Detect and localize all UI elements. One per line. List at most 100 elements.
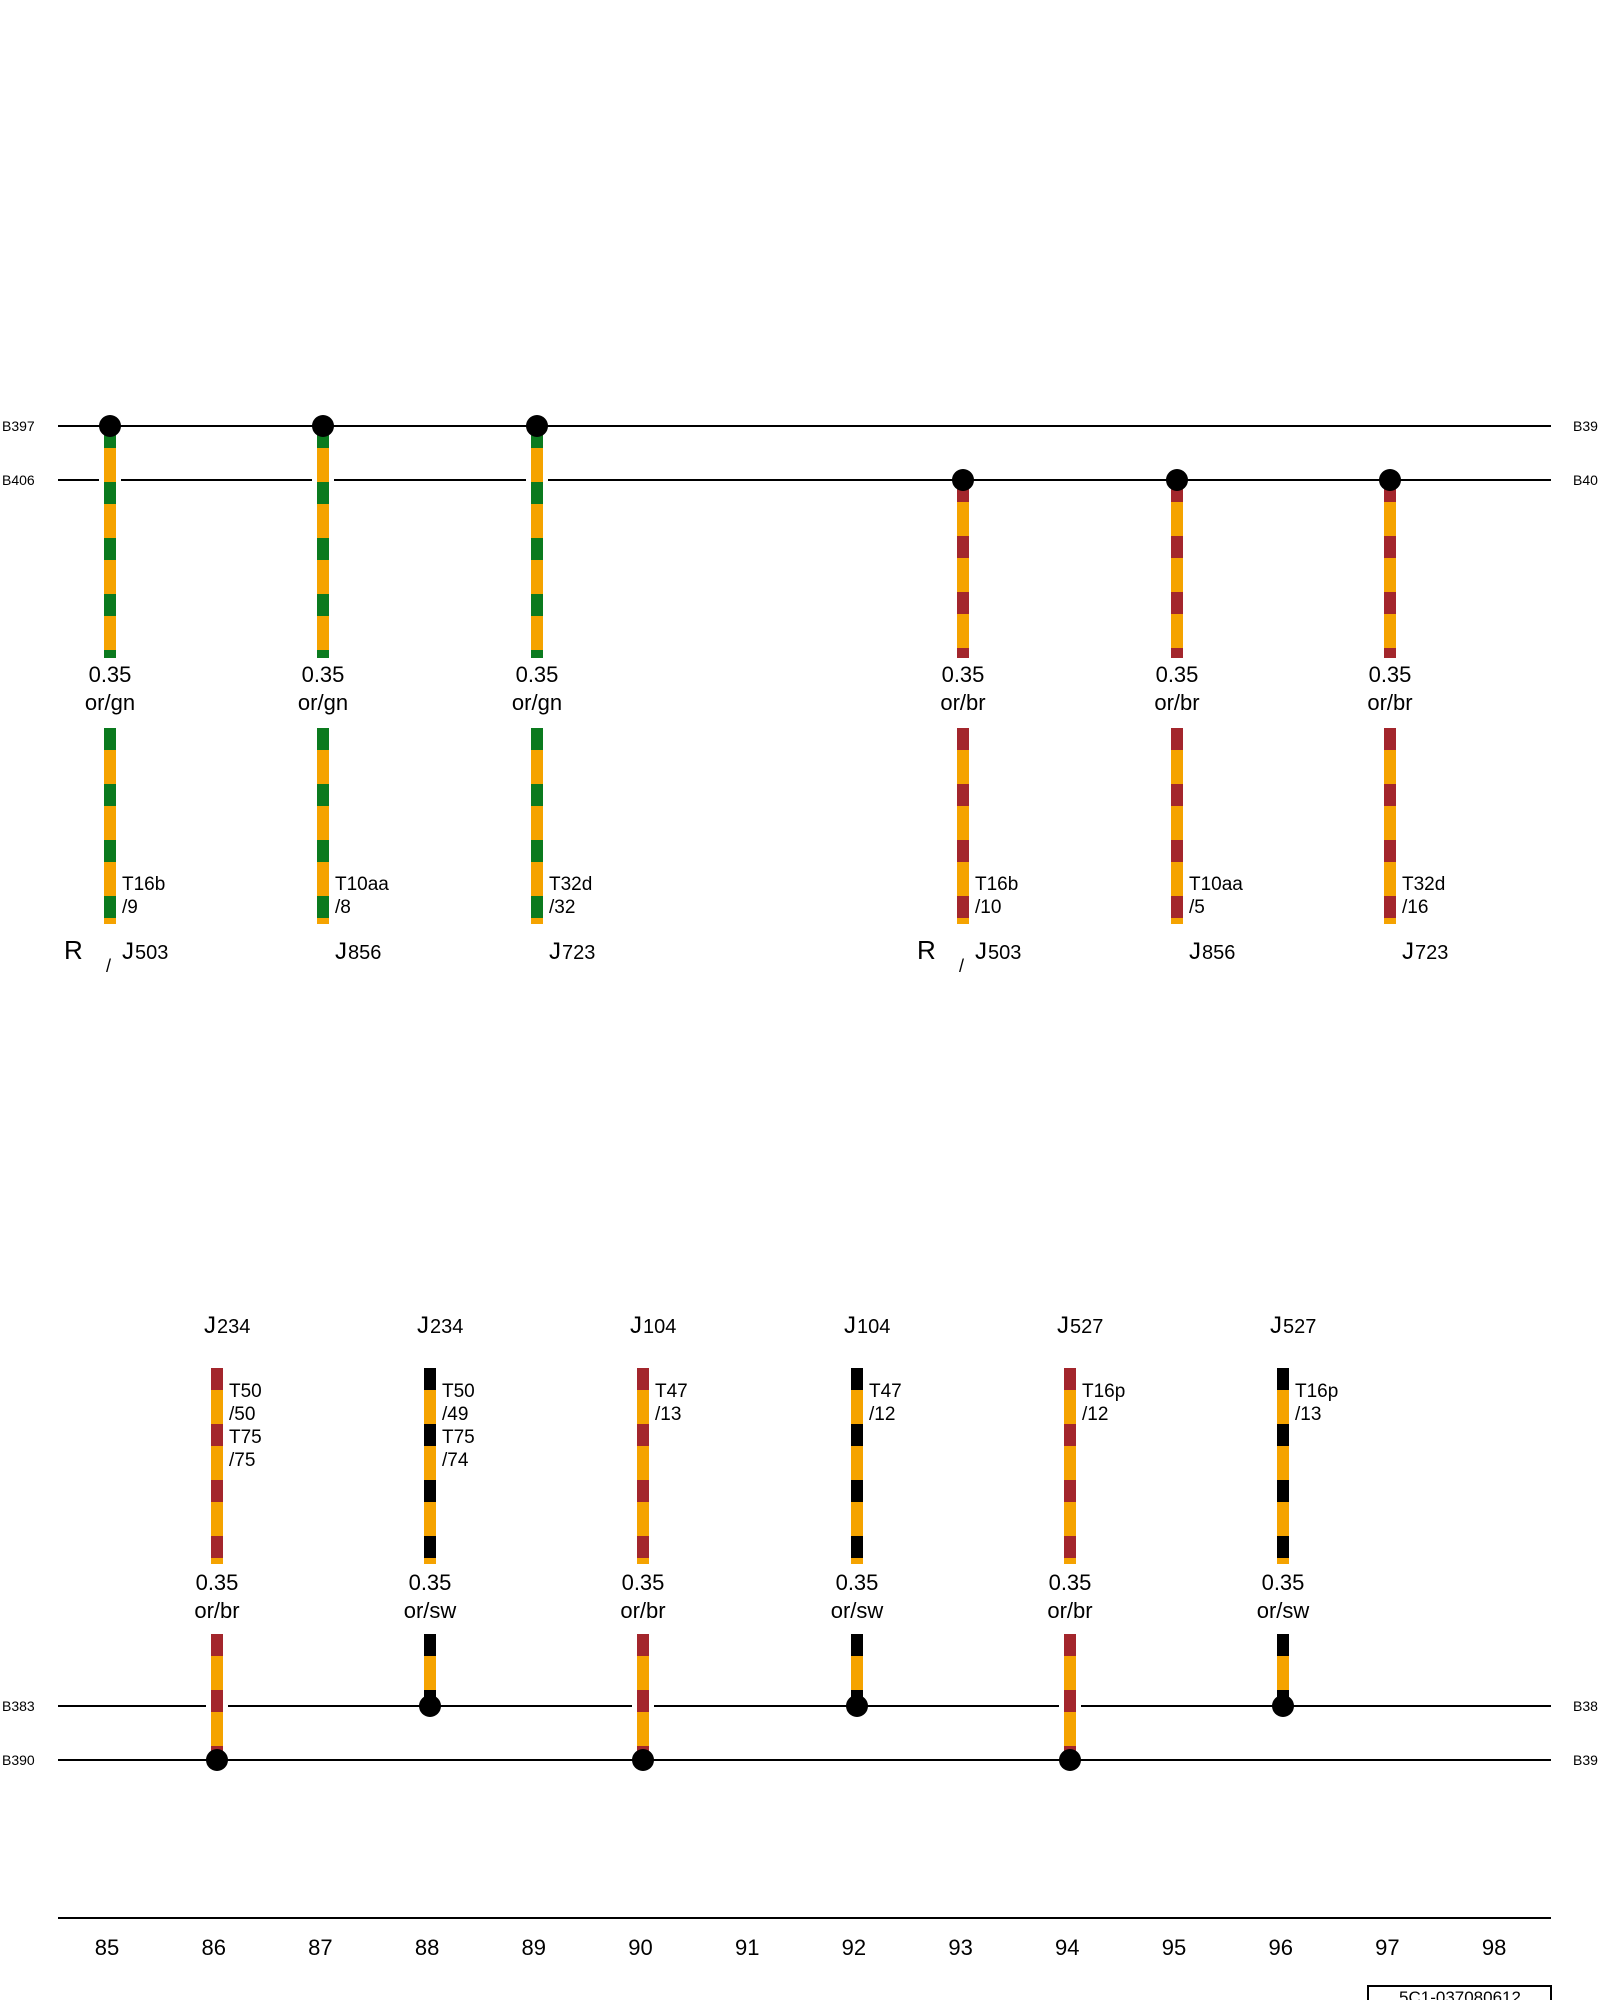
wire-color: or/br <box>1367 690 1412 715</box>
ruler-number: 93 <box>948 1935 972 1960</box>
pin-label: /9 <box>122 897 138 918</box>
component-label: J 104 <box>630 1312 676 1339</box>
terminal-label: T50 <box>229 1381 262 1402</box>
component-number: 503 <box>135 942 168 964</box>
wire-color: or/br <box>940 690 985 715</box>
slash-mark: / <box>959 956 964 976</box>
ruler-number: 87 <box>308 1935 332 1960</box>
wire-upper-segment <box>211 1368 223 1564</box>
wire-upper-segment <box>637 1368 649 1564</box>
component-number: 856 <box>1202 942 1235 964</box>
wire-color: or/sw <box>1257 1598 1310 1623</box>
terminal-label: /12 <box>869 1404 895 1425</box>
bus-b397: B397 B39 <box>2 418 1598 434</box>
component-number: 723 <box>562 942 595 964</box>
component-prefix: J <box>630 1312 642 1339</box>
component-prefix: J <box>417 1312 429 1339</box>
wire-lower-segment <box>317 728 329 924</box>
terminal-label: T47 <box>869 1381 902 1402</box>
wire-color: or/gn <box>298 690 348 715</box>
component-prefix: J <box>204 1312 216 1339</box>
junction-dot <box>1379 469 1401 491</box>
terminal-label: T75 <box>229 1427 262 1448</box>
wire-lower-segment <box>1064 1634 1076 1760</box>
component-prefix: J <box>975 938 987 965</box>
wire-size: 0.35 <box>409 1570 452 1595</box>
component-number: 234 <box>217 1316 250 1338</box>
wire-upper-segment <box>1064 1368 1076 1564</box>
junction-dot <box>99 415 121 437</box>
pin-label: /16 <box>1402 897 1428 918</box>
component-label: J 104 <box>844 1312 890 1339</box>
wire-lower-segment <box>1384 728 1396 924</box>
wire-lower-segment <box>531 728 543 924</box>
terminal-label: T50 <box>442 1381 475 1402</box>
wire-upper-segment <box>851 1368 863 1564</box>
junction-dot <box>1166 469 1188 491</box>
component-number: 104 <box>857 1316 890 1338</box>
ruler-number: 91 <box>735 1935 759 1960</box>
wire-color: or/br <box>194 1598 239 1623</box>
wire-upper-segment <box>1384 480 1396 658</box>
drawing-id-box: 5C1-037080612 <box>1367 1985 1552 2000</box>
wire-upper-segment <box>531 426 543 658</box>
component-label: J 503 <box>122 938 168 965</box>
terminal-label: /74 <box>442 1450 469 1471</box>
terminal-label: T16b <box>975 874 1018 895</box>
pin-label: /10 <box>975 897 1001 918</box>
wire-size: 0.35 <box>622 1570 665 1595</box>
bus-label-left: B406 <box>2 472 35 488</box>
terminal-label: /12 <box>1082 1404 1108 1425</box>
bus-b383: B383 B38 <box>2 1698 1598 1714</box>
ruler-number: 98 <box>1482 1935 1506 1960</box>
terminal-label: /75 <box>229 1450 255 1471</box>
component-number: 527 <box>1070 1316 1103 1338</box>
component-number: 104 <box>643 1316 676 1338</box>
wire-upper-segment <box>424 1368 436 1564</box>
bus-label-right: B39 <box>1573 418 1598 434</box>
ruler-number: 86 <box>201 1935 225 1960</box>
component-prefix: J <box>844 1312 856 1339</box>
component-prefix: J <box>1270 1312 1282 1339</box>
wire-upper-segment <box>957 480 969 658</box>
wire-size: 0.35 <box>1049 1570 1092 1595</box>
wire-color: or/gn <box>85 690 135 715</box>
wire-color: or/sw <box>831 1598 884 1623</box>
bus-label-right: B39 <box>1573 1752 1598 1768</box>
terminal-label: T10aa <box>1189 874 1243 895</box>
junction-dot <box>846 1695 868 1717</box>
wire-size: 0.35 <box>942 662 985 687</box>
pin-label: /8 <box>335 897 351 918</box>
wire-lower-segment <box>637 1634 649 1760</box>
wire-4: 0.35 or/br T16b/10 J 503 R / <box>917 469 1021 976</box>
ruler-number: 90 <box>628 1935 652 1960</box>
bus-label-left: B383 <box>2 1698 35 1714</box>
wire-color: or/br <box>620 1598 665 1623</box>
junction-dot <box>419 1695 441 1717</box>
bus-label-right: B38 <box>1573 1698 1598 1714</box>
terminal-label: /13 <box>655 1404 681 1425</box>
terminal-label: /13 <box>1295 1404 1321 1425</box>
component-number: 503 <box>988 942 1021 964</box>
bus-b390: B390 B39 <box>2 1752 1598 1768</box>
junction-dot <box>1059 1749 1081 1771</box>
ruler-number: 92 <box>842 1935 866 1960</box>
wire-3: 0.35 or/gn T32d/32 J 723 <box>512 415 595 965</box>
component-label: J 723 <box>1402 938 1448 965</box>
bus-label-right: B40 <box>1573 472 1598 488</box>
wire-size: 0.35 <box>89 662 132 687</box>
junction-dot <box>312 415 334 437</box>
wire-size: 0.35 <box>836 1570 879 1595</box>
wire-color: or/br <box>1047 1598 1092 1623</box>
component-prefix: J <box>1189 938 1201 965</box>
bus-label-left: B390 <box>2 1752 35 1768</box>
ruler-number: 96 <box>1268 1935 1292 1960</box>
terminal-label: T75 <box>442 1427 475 1448</box>
wire-color: or/sw <box>404 1598 457 1623</box>
pin-label: /32 <box>549 897 575 918</box>
component-prefix: J <box>335 938 347 965</box>
